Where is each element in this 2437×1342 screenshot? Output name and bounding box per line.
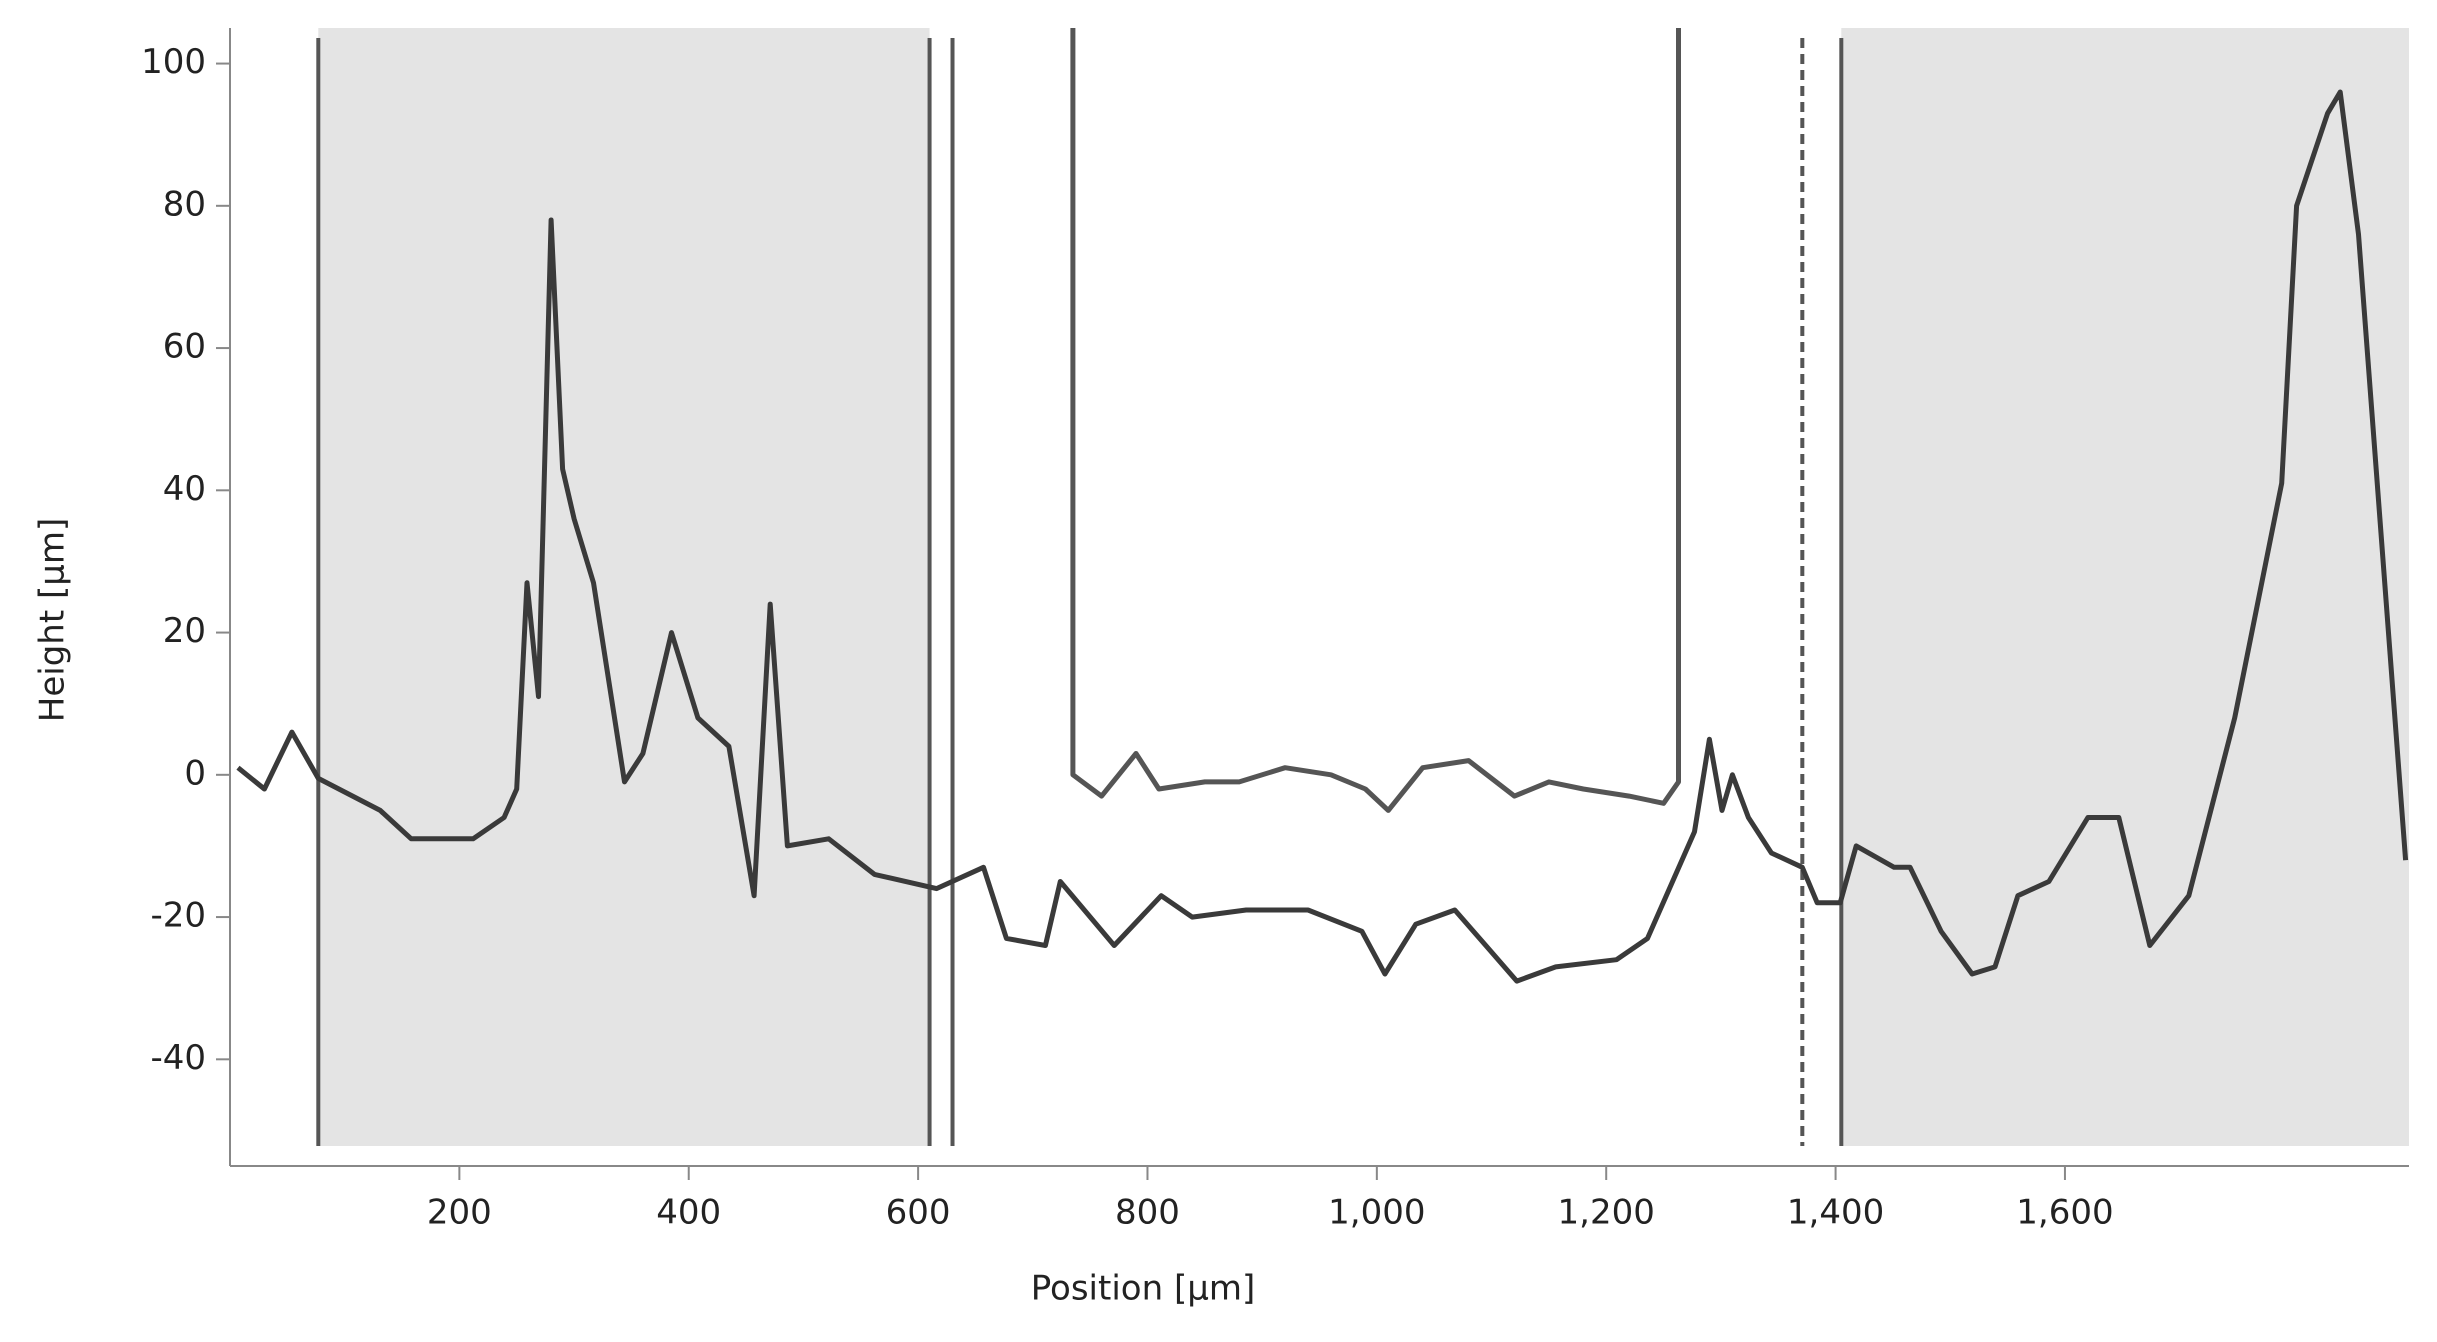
y-tick-label: 0 [184,753,206,793]
x-tick-label: 1,200 [1558,1193,1655,1233]
x-tick-label: 800 [1115,1193,1180,1233]
y-axis-title: Height [µm] [33,518,73,722]
region [318,28,930,1146]
y-tick-label: -40 [150,1038,206,1078]
y-tick-label: 100 [141,42,206,82]
x-tick-label: 600 [886,1193,951,1233]
x-axis-title: Position [µm] [1031,1269,1255,1309]
y-tick-label: 40 [163,469,206,509]
y-tick-label: 80 [163,184,206,224]
profile-line [1070,28,1681,813]
profile-line [236,89,2409,984]
y-tick-label: 60 [163,327,206,367]
y-tick-label: 20 [163,611,206,651]
x-tick-label: 1,400 [1787,1193,1884,1233]
x-tick-label: 1,600 [2016,1193,2113,1233]
x-tick-label: 1,000 [1328,1193,1425,1233]
x-tick-label: 200 [427,1193,492,1233]
x-tick-label: 400 [656,1193,721,1233]
y-tick-label: -20 [150,896,206,936]
region [1841,28,2409,1146]
